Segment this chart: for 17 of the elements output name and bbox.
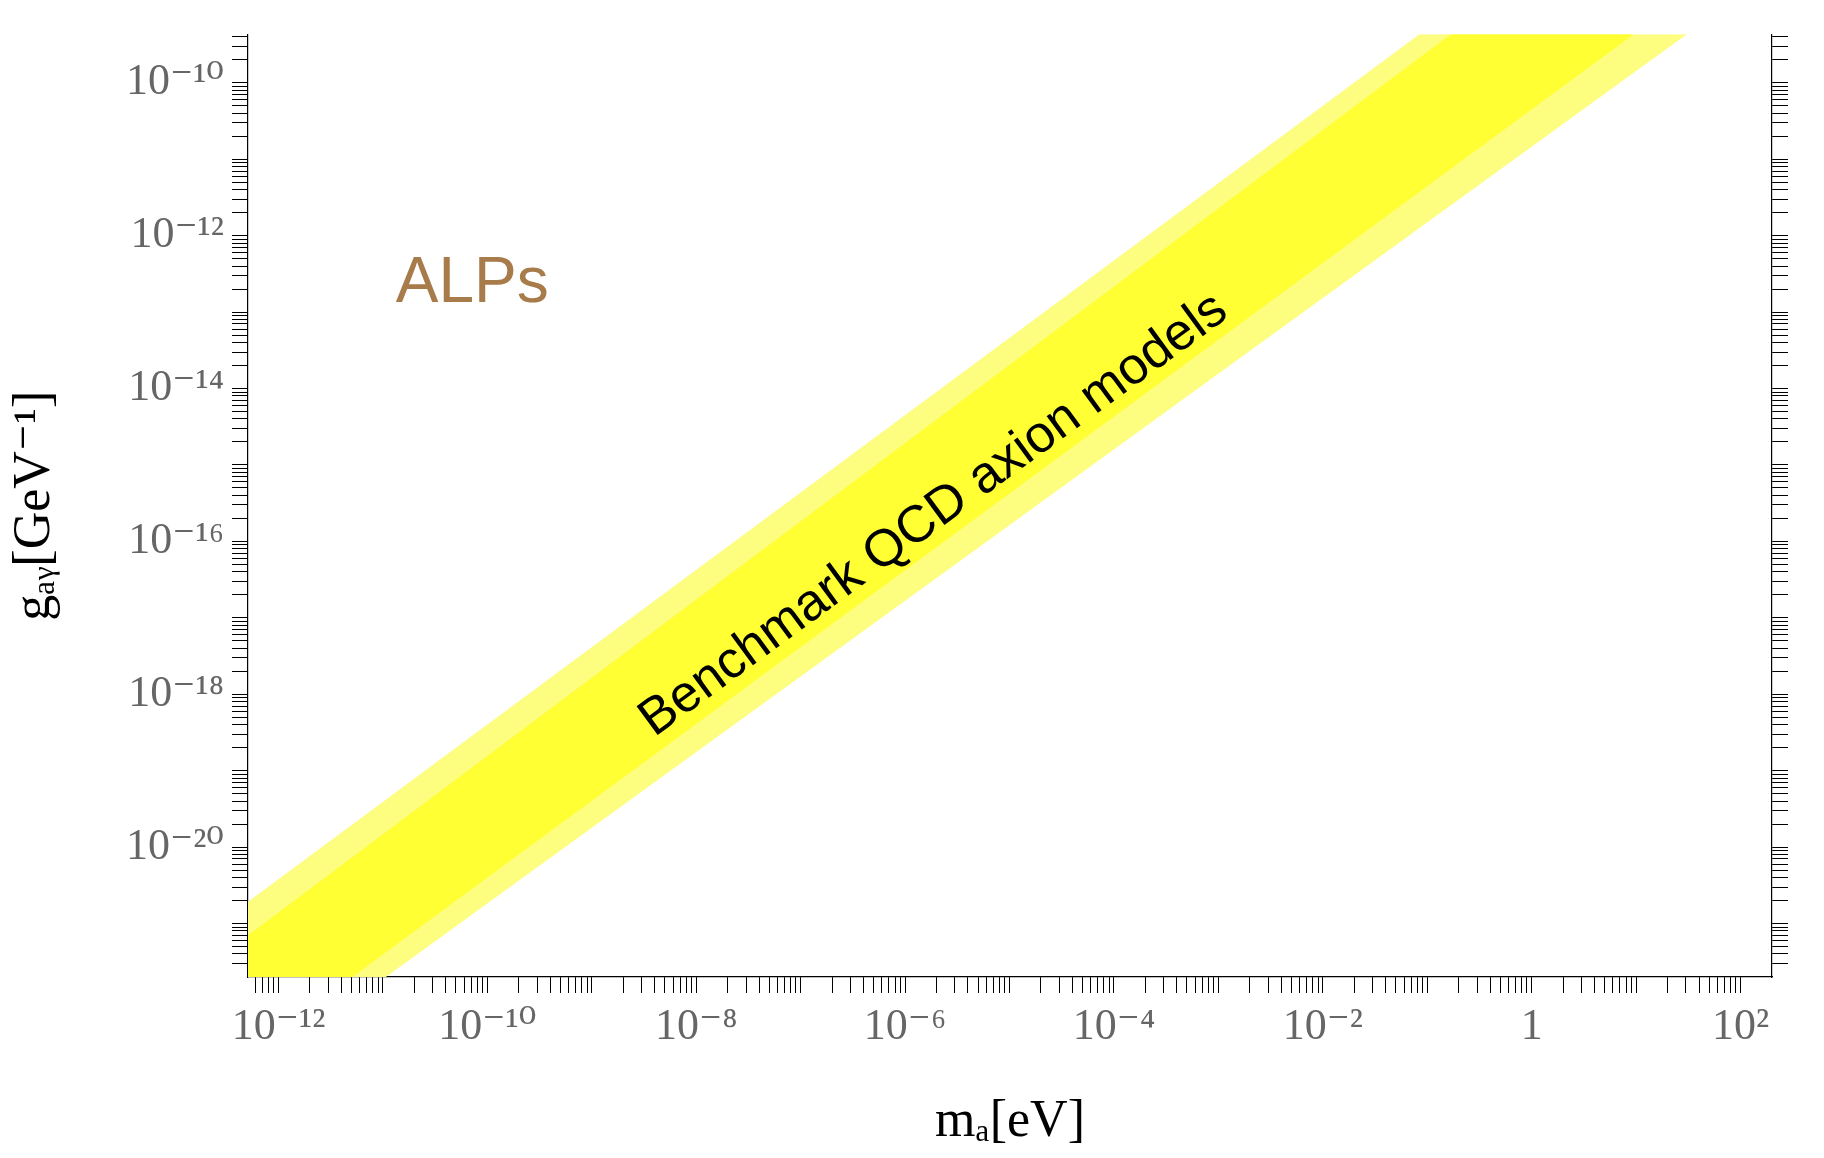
y-tick-label: 10⁻¹⁸ (128, 666, 224, 716)
x-axis-title: mₐ[eV] (935, 1090, 1085, 1148)
y-tick-label: 10⁻¹⁶ (128, 513, 224, 563)
y-axis-title: gₐᵧ[GeV⁻¹] (2, 390, 60, 621)
y-tick-label: 10⁻¹² (130, 208, 224, 258)
x-tick-label: 10² (1711, 999, 1770, 1049)
y-tick-label: 10⁻²⁰ (125, 819, 224, 869)
x-tick-label: 10⁻² (1282, 999, 1364, 1049)
x-tick-label: 10⁻⁴ (1072, 999, 1156, 1049)
x-tick-label: 10⁻¹⁰ (438, 999, 537, 1049)
y-tick-label: 10⁻¹⁴ (128, 361, 224, 411)
x-tick-label: 10⁻¹² (231, 999, 326, 1049)
x-tick-label: 10⁻⁶ (863, 999, 947, 1049)
y-tick-label: 10⁻¹⁰ (125, 55, 224, 105)
x-tick-label: 10⁻⁸ (654, 999, 738, 1049)
x-tick-label: 1 (1520, 999, 1543, 1049)
annotation: ALPs (395, 243, 549, 316)
